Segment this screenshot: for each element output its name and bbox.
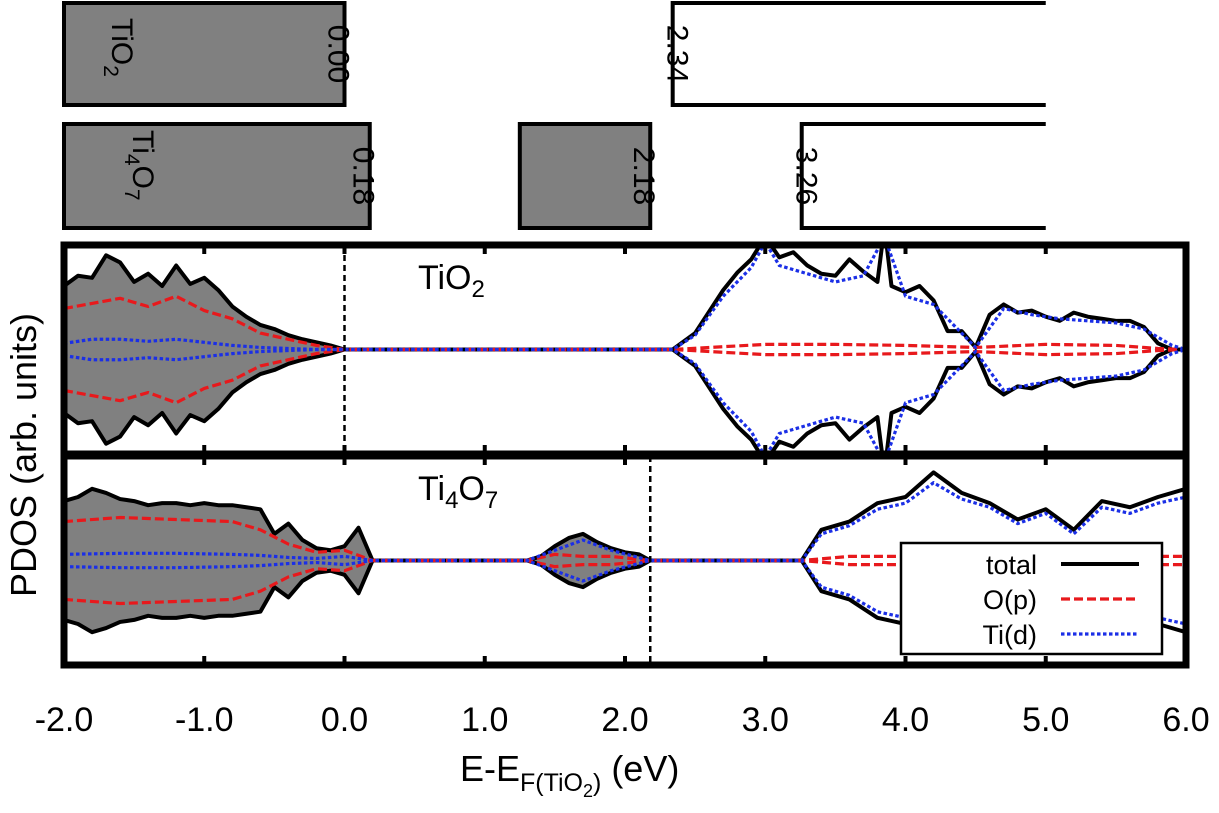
band-outline [517,122,653,230]
x-tick-label: 5.0 [1022,701,1069,739]
pdos-panel-TiO2 [64,245,1186,454]
band-row-TiO2: 0.00 2.34 [62,1,1046,107]
filled-band [64,124,370,228]
filled-band [519,124,651,228]
y-axis-title: PDOS (arb. units) [3,313,44,597]
x-axis: -2.0 -1.0 0.0 1.0 2.0 3.0 4.0 5.0 6.0 [35,701,1210,739]
band-row-Ti4O7: 0.18 2.18 3.26 [62,122,1046,230]
x-tick-label: 6.0 [1162,701,1209,739]
x-tick-label: -2.0 [35,701,94,739]
legend-label: O(p) [983,585,1037,615]
panel-label-TiO2: TiO2 [418,259,485,303]
x-tick-label: 4.0 [882,701,929,739]
occupied-shading [64,488,651,633]
legend-label: total [986,550,1037,580]
axis-titles: PDOS (arb. units) E-EF(TiO2) (eV) [3,313,679,801]
panel-label-Ti4O7: Ti4O7 [418,470,498,514]
band-edge-schematic: 0.00 2.34 0.18 2.18 3.26 TiO2 Ti4O7 [62,1,1046,230]
band-outline [62,122,372,230]
x-tick-label: 0.0 [321,701,368,739]
band-outline [670,1,1046,107]
row-label-Ti4O7: Ti4O7 [120,130,159,201]
band-edge-label: 0.18 [347,147,380,205]
x-axis-title: E-EF(TiO2) (eV) [460,748,679,801]
series-line-Ti(d)-lower [64,347,1186,454]
band-outline [62,1,347,107]
x-tick-label: 2.0 [601,701,648,739]
x-tick-label: -1.0 [175,701,234,739]
legend: total O(p) Ti(d) [899,541,1164,656]
band-edge-label: 2.18 [627,147,660,205]
legend-label: Ti(d) [983,620,1038,650]
band-edge-label: 3.26 [790,147,823,205]
empty-band [801,124,1046,228]
row-label-TiO2: TiO2 [99,18,138,77]
occupied-shading [64,255,345,444]
filled-band [64,3,345,105]
band-row-labels: TiO2 Ti4O7 [99,18,159,201]
series-line-O(p)-upper [64,294,1186,352]
band-edge-label: 0.00 [322,25,355,83]
x-tick-label: 3.0 [742,701,789,739]
series-line-Ti(d)-upper [64,245,1186,352]
x-tick-label: 1.0 [461,701,508,739]
band-edge-label: 2.34 [661,25,694,83]
empty-band [672,3,1046,105]
band-outline [799,122,1046,230]
series-line-O(p)-lower [64,347,1186,405]
